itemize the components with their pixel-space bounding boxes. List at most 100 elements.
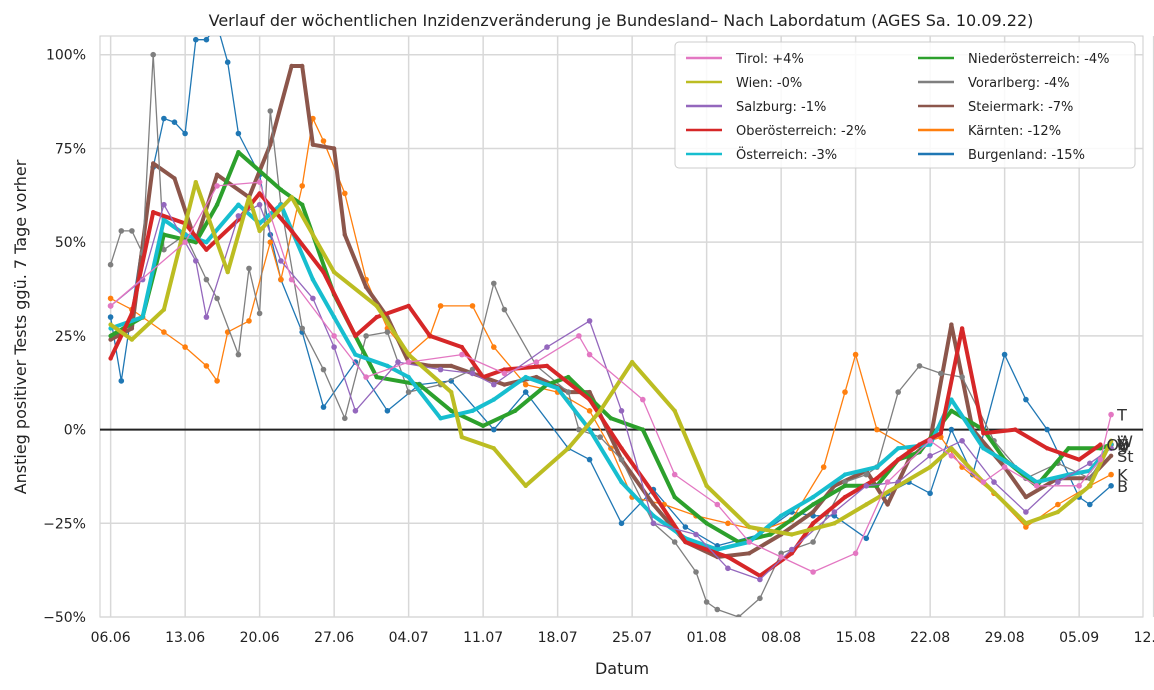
end-label: W <box>1117 432 1133 451</box>
data-point <box>256 201 263 208</box>
data-point <box>896 483 901 488</box>
data-point <box>1087 483 1093 488</box>
data-point <box>949 408 954 413</box>
y-tick-label: 100% <box>46 48 86 64</box>
data-point <box>235 213 242 219</box>
legend-entry: Burgenland: -15% <box>918 148 1085 163</box>
data-point <box>714 606 721 613</box>
legend-label: Salzburg: -1% <box>736 100 826 115</box>
data-point <box>129 326 135 331</box>
data-point <box>491 344 497 350</box>
data-point <box>959 438 965 444</box>
data-point <box>896 457 901 462</box>
data-point <box>310 295 316 302</box>
data-point <box>842 479 848 485</box>
data-point <box>565 389 572 395</box>
data-point <box>331 314 337 320</box>
data-point <box>682 524 689 530</box>
data-point <box>363 333 369 339</box>
data-point <box>491 397 496 402</box>
data-point <box>406 374 411 380</box>
x-tick-label: 15.08 <box>836 630 876 646</box>
data-point <box>927 490 933 497</box>
data-point <box>150 51 156 58</box>
data-point <box>949 397 954 402</box>
data-point <box>257 191 262 196</box>
x-tick-label: 18.07 <box>538 630 578 646</box>
x-tick-label: 25.07 <box>612 630 652 646</box>
data-point <box>566 446 571 451</box>
data-point <box>1033 483 1040 489</box>
data-point <box>278 187 284 192</box>
y-tick-label: 50% <box>55 235 86 251</box>
data-point <box>842 483 848 488</box>
data-point <box>789 532 794 537</box>
data-point <box>917 442 922 447</box>
data-point <box>1066 446 1071 451</box>
x-tick-label: 01.08 <box>687 630 727 646</box>
data-point <box>310 277 316 282</box>
data-point <box>640 396 646 403</box>
data-point <box>151 210 156 215</box>
data-point <box>161 246 167 253</box>
data-point <box>842 472 848 477</box>
data-point <box>459 434 465 440</box>
data-point <box>586 318 593 324</box>
data-point <box>449 408 454 413</box>
data-point <box>587 389 592 395</box>
data-point <box>1013 464 1018 470</box>
data-point <box>938 370 944 377</box>
data-point <box>502 367 507 372</box>
legend-label: Oberösterreich: -2% <box>736 124 866 139</box>
data-point <box>671 539 678 545</box>
end-label: St <box>1117 447 1133 466</box>
data-point <box>459 344 465 350</box>
data-point <box>566 374 571 380</box>
data-point <box>491 426 497 433</box>
data-point <box>1108 483 1114 489</box>
data-point <box>236 202 241 207</box>
series-T <box>107 179 1114 575</box>
data-point <box>342 190 348 197</box>
data-point <box>161 217 167 222</box>
series-W <box>108 180 1114 537</box>
data-point <box>523 374 528 380</box>
data-point <box>214 183 220 189</box>
y-axis-label: Anstieg positiver Tests ggü. 7 Tage vorh… <box>11 159 30 494</box>
data-point <box>406 303 411 309</box>
legend-label: Tirol: +4% <box>735 52 804 67</box>
data-point <box>225 269 230 275</box>
data-point <box>172 176 177 181</box>
data-point <box>267 239 274 245</box>
data-point <box>299 325 306 332</box>
data-point <box>384 408 391 414</box>
data-point <box>618 408 625 414</box>
data-point <box>449 389 454 395</box>
data-point <box>725 520 731 527</box>
data-point <box>927 453 933 459</box>
x-tick-label: 04.07 <box>389 630 429 646</box>
data-point <box>214 172 220 177</box>
data-point <box>1023 524 1029 530</box>
data-point <box>619 446 624 451</box>
data-point <box>1055 509 1061 515</box>
data-point <box>831 509 838 515</box>
data-point <box>1097 456 1104 463</box>
end-label: K <box>1117 466 1128 485</box>
data-point <box>353 333 358 339</box>
data-point <box>586 351 593 358</box>
data-point <box>204 247 209 252</box>
data-point <box>544 344 550 350</box>
data-point <box>342 232 347 237</box>
series-line <box>110 117 1112 532</box>
data-point <box>182 130 188 137</box>
data-point <box>182 239 188 245</box>
y-tick-label: −25% <box>43 516 86 532</box>
data-point <box>491 280 497 287</box>
data-point <box>693 531 699 538</box>
data-point <box>289 228 294 234</box>
x-tick-label: 22.08 <box>910 630 950 646</box>
data-point <box>256 179 263 185</box>
data-point <box>842 494 848 500</box>
data-point <box>810 539 816 545</box>
